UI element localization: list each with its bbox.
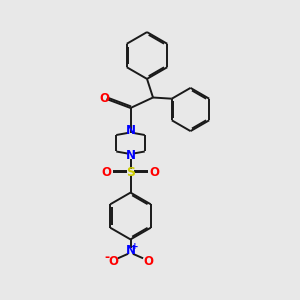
Text: N: N [125, 124, 136, 137]
Text: +: + [131, 242, 139, 251]
Text: N: N [125, 149, 136, 163]
Text: O: O [149, 166, 160, 179]
Text: -: - [104, 251, 109, 264]
Text: N: N [125, 244, 136, 257]
Text: O: O [108, 255, 118, 268]
Text: O: O [101, 166, 112, 179]
Text: S: S [126, 166, 135, 179]
Text: O: O [99, 92, 109, 105]
Text: O: O [143, 255, 153, 268]
